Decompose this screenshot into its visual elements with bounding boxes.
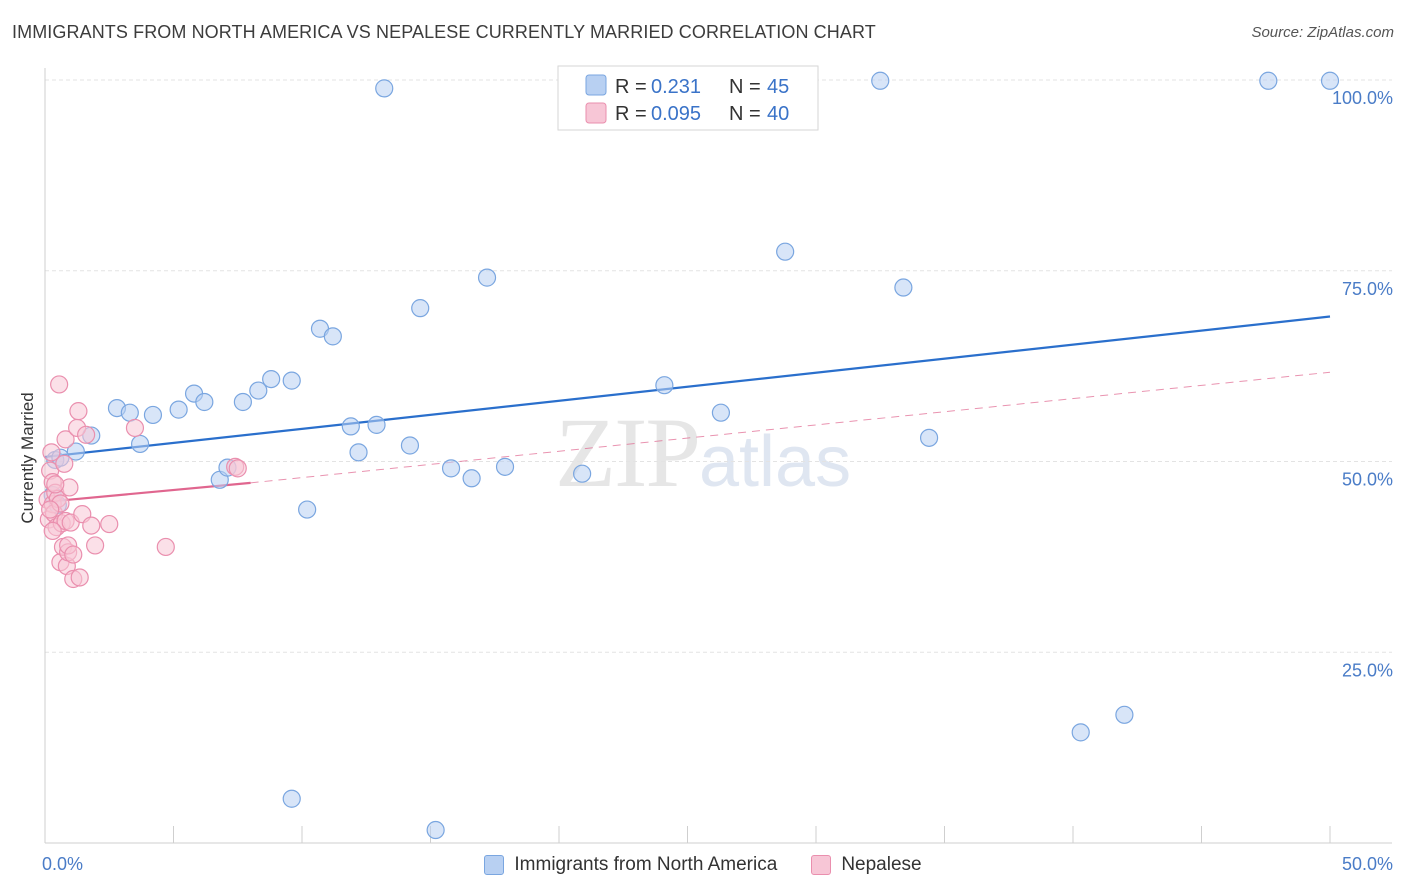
svg-text:R = 0.095 N =: R = 0.095 N = 40 xyxy=(615,103,789,125)
point-immigrants-16 xyxy=(298,500,317,519)
y-tick-label-75: 75.0% xyxy=(1342,279,1393,299)
point-immigrants-40 xyxy=(1320,71,1340,90)
watermark-zip: ZIP xyxy=(555,397,701,508)
point-immigrants-31 xyxy=(655,376,674,395)
point-nepalese-38 xyxy=(43,521,62,541)
point-immigrants-3 xyxy=(120,403,139,422)
point-immigrants-18 xyxy=(323,327,342,346)
stats-legend: R = 0.231 N = 45 R = 0.095 N = 40 xyxy=(557,65,819,131)
point-immigrants-35 xyxy=(894,278,913,297)
legend-r-label-2: R = xyxy=(615,103,652,125)
point-immigrants-37 xyxy=(1071,723,1090,742)
point-nepalese-30 xyxy=(82,516,101,535)
legend-n-label-1: N = xyxy=(729,76,766,98)
point-immigrants-12 xyxy=(249,381,268,400)
point-immigrants-6 xyxy=(169,400,188,419)
point-nepalese-23 xyxy=(64,545,83,564)
point-immigrants-29 xyxy=(495,457,515,476)
grid-lines xyxy=(45,79,1392,653)
point-immigrants-19 xyxy=(341,417,360,436)
legend-swatch-blue xyxy=(585,74,607,96)
tick-labels: 25.0% 50.0% 75.0% 100.0% 0.0% 50.0% xyxy=(42,88,1393,874)
legend-swatch-nepalese xyxy=(811,855,832,875)
legend-label-nepalese: Nepalese xyxy=(841,854,922,875)
legend-n-value-1: 45 xyxy=(767,76,789,98)
y-tick-label-100: 100.0% xyxy=(1332,88,1393,108)
point-nepalese-26 xyxy=(69,402,88,421)
point-immigrants-38 xyxy=(1115,705,1134,724)
point-immigrants-30 xyxy=(573,464,592,483)
point-immigrants-8 xyxy=(195,392,214,412)
point-nepalese-10 xyxy=(50,375,69,394)
legend-swatch-immigrants xyxy=(484,855,505,875)
x-tick-label-50: 50.0% xyxy=(1342,854,1393,874)
point-nepalese-36 xyxy=(228,459,247,478)
point-immigrants-24 xyxy=(411,299,430,318)
point-immigrants-5 xyxy=(143,405,163,425)
point-immigrants-0 xyxy=(66,442,85,461)
point-immigrants-39 xyxy=(1259,71,1278,90)
point-nepalese-34 xyxy=(156,537,175,557)
point-nepalese-3 xyxy=(42,443,61,462)
svg-text:R = 0.231 N =: R = 0.231 N = 45 xyxy=(615,76,789,98)
legend-item-nepalese: Nepalese xyxy=(811,854,922,876)
point-nepalese-39 xyxy=(46,475,65,494)
point-nepalese-32 xyxy=(100,514,119,534)
point-nepalese-29 xyxy=(77,425,96,444)
point-immigrants-21 xyxy=(367,415,386,434)
point-immigrants-20 xyxy=(349,443,368,462)
point-immigrants-26 xyxy=(441,459,461,478)
point-nepalese-27 xyxy=(70,568,89,587)
point-immigrants-34 xyxy=(871,71,890,90)
point-immigrants-32 xyxy=(711,403,731,422)
axes xyxy=(44,68,1392,844)
legend-swatch-pink xyxy=(585,102,607,124)
point-immigrants-22 xyxy=(375,79,394,98)
trend-line-nepalese-extension xyxy=(250,371,1331,484)
legend-r-label-1: R = xyxy=(615,76,652,98)
point-nepalese-16 xyxy=(56,430,75,449)
point-immigrants-23 xyxy=(400,436,420,455)
point-immigrants-13 xyxy=(262,369,281,389)
point-immigrants-33 xyxy=(776,242,795,261)
point-immigrants-36 xyxy=(919,428,939,447)
legend-item-immigrants: Immigrants from North America xyxy=(484,854,777,876)
point-immigrants-4 xyxy=(130,434,150,454)
point-immigrants-11 xyxy=(233,392,252,412)
legend-n-label-2: N = xyxy=(729,103,766,125)
legend-r-value-1: 0.231 xyxy=(651,76,701,98)
x-tick-label-0: 0.0% xyxy=(42,854,83,874)
trend-line-immigrants xyxy=(44,315,1331,459)
legend-n-value-2: 40 xyxy=(767,103,789,125)
point-nepalese-31 xyxy=(86,536,105,555)
data-points xyxy=(38,71,1340,840)
point-immigrants-27 xyxy=(462,469,481,488)
point-immigrants-15 xyxy=(282,371,301,390)
point-nepalese-37 xyxy=(41,500,60,519)
point-immigrants-28 xyxy=(477,268,497,287)
point-immigrants-25 xyxy=(426,820,445,840)
chart-title: IMMIGRANTS FROM NORTH AMERICA VS NEPALES… xyxy=(12,22,876,42)
point-nepalese-33 xyxy=(125,418,145,438)
legend-label-immigrants: Immigrants from North America xyxy=(514,854,778,875)
y-tick-label-50: 50.0% xyxy=(1342,470,1393,490)
y-tick-label-25: 25.0% xyxy=(1342,660,1393,680)
legend-r-value-2: 0.095 xyxy=(651,103,701,125)
series-legend: Immigrants from North America Nepalese xyxy=(0,852,1406,878)
point-immigrants-14 xyxy=(282,789,301,808)
source-label: Source: ZipAtlas.com xyxy=(1251,24,1394,41)
point-nepalese-15 xyxy=(55,454,74,473)
